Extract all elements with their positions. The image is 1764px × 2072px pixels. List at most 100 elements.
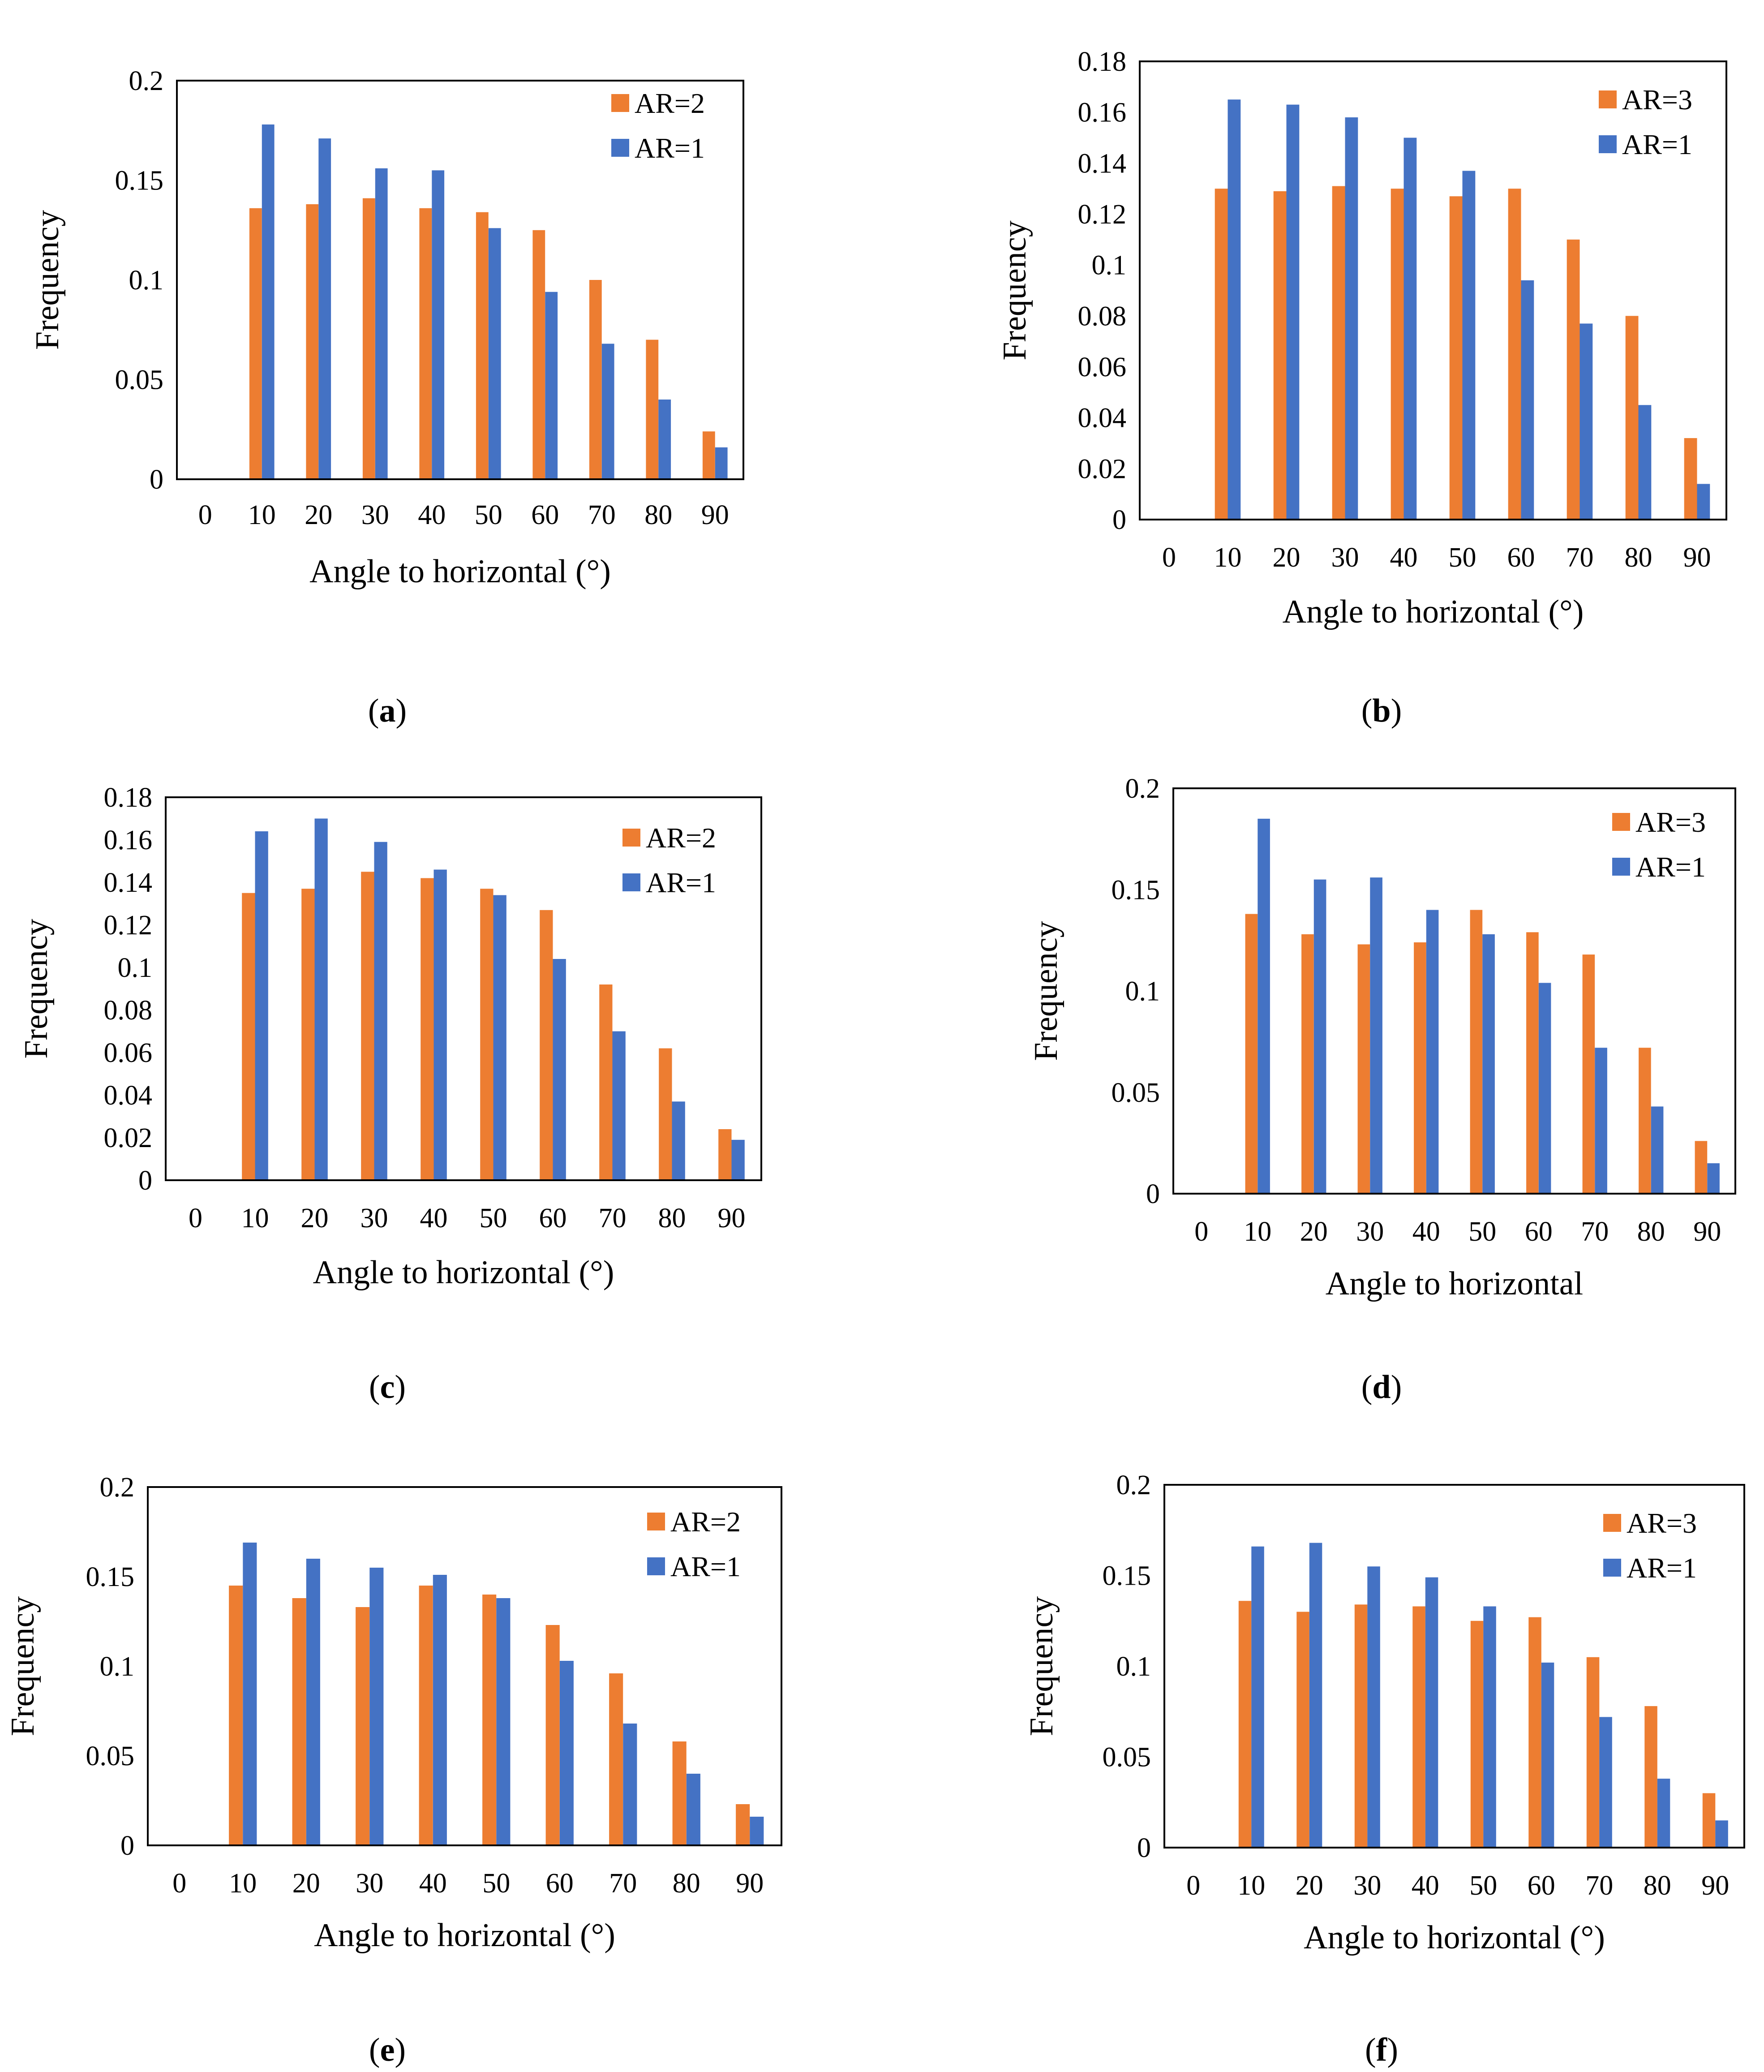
bar-c-series2-30 — [374, 842, 387, 1180]
bar-e-series1-50 — [482, 1595, 497, 1845]
legend-swatch-f-1 — [1603, 1514, 1621, 1532]
caption-d: (d) — [1361, 1369, 1402, 1406]
chart-b-svg: 0 0.02 0.04 0.06 0.08 0.1 0.12 0.14 0.16 0.18 0 10 2… — [996, 47, 1727, 630]
plot-frame-c — [165, 796, 762, 1181]
xtick-label-f-0: 0 — [1186, 1870, 1200, 1901]
xtick-label-f-90: 90 — [1701, 1870, 1729, 1901]
bar-d-series2-10 — [1258, 818, 1270, 1194]
legend-label-e-1: AR=2 — [670, 1506, 741, 1538]
xtick-label-c-70: 70 — [599, 1203, 627, 1234]
chart-panel-d: 0 0.05 0.1 0.15 0.2 0 10 20 30 40 50 60 70 80 90 Angle … — [882, 691, 1764, 1381]
legend-swatch-e-2 — [647, 1557, 665, 1575]
ytick-label-a-2: 0.1 — [129, 265, 164, 296]
bar-c-series1-40 — [421, 878, 434, 1180]
xtick-label-b-10: 10 — [1214, 542, 1242, 573]
y-axis-title-a: Frequency — [29, 210, 66, 350]
chart-panel-c: 0 0.02 0.04 0.06 0.08 0.1 0.12 0.14 0.16 0.18 0 10 2… — [0, 691, 882, 1381]
ytick-label-b-8: 0.16 — [1078, 98, 1127, 128]
bar-a-series2-20 — [318, 138, 331, 480]
bar-f-series1-30 — [1354, 1604, 1368, 1848]
legend-swatch-d-2 — [1612, 858, 1630, 876]
bar-d-series2-70 — [1595, 1048, 1607, 1194]
bar-e-series2-80 — [686, 1774, 700, 1845]
xtick-label-c-0: 0 — [189, 1203, 202, 1234]
bar-d-series1-50 — [1470, 910, 1483, 1194]
ytick-label-b-4: 0.08 — [1078, 301, 1127, 331]
bar-d-series2-40 — [1426, 910, 1439, 1194]
bar-f-series1-80 — [1644, 1706, 1657, 1848]
bar-b-series2-50 — [1462, 171, 1476, 520]
bar-a-series2-70 — [601, 344, 614, 479]
xtick-label-e-70: 70 — [609, 1868, 637, 1899]
ytick-label-c-3: 0.06 — [104, 1038, 153, 1068]
xtick-label-a-20: 20 — [305, 500, 332, 530]
xtick-label-c-40: 40 — [420, 1203, 448, 1234]
ytick-label-f-1: 0.05 — [1103, 1742, 1151, 1773]
bar-d-series2-90 — [1707, 1163, 1720, 1194]
y-axis-title-e: Frequency — [4, 1596, 41, 1736]
bar-f-series2-70 — [1599, 1717, 1612, 1848]
chart-c-svg: 0 0.02 0.04 0.06 0.08 0.1 0.12 0.14 0.16 0.18 0 10 2… — [18, 782, 762, 1291]
bar-c-series2-70 — [612, 1031, 626, 1180]
legend-label-d-2: AR=1 — [1635, 851, 1706, 883]
ytick-label-c-6: 0.12 — [104, 910, 153, 941]
bar-f-series2-80 — [1657, 1779, 1670, 1848]
bar-e-series1-30 — [356, 1607, 370, 1845]
ytick-label-e-1: 0.05 — [86, 1741, 135, 1771]
xtick-label-e-80: 80 — [673, 1868, 700, 1899]
bar-d-series2-50 — [1482, 934, 1495, 1194]
xtick-label-d-80: 80 — [1637, 1217, 1665, 1247]
bar-d-series2-60 — [1538, 983, 1551, 1194]
bar-b-series2-70 — [1579, 323, 1593, 520]
bar-c-series1-30 — [361, 872, 374, 1181]
bar-a-series1-80 — [646, 340, 659, 479]
bar-d-series1-90 — [1695, 1141, 1708, 1194]
bar-c-series2-50 — [493, 895, 506, 1180]
bar-d-series1-80 — [1639, 1048, 1651, 1194]
bar-b-series2-90 — [1697, 484, 1710, 520]
legend-label-a-2: AR=1 — [635, 132, 705, 164]
bar-d-series2-80 — [1651, 1106, 1664, 1194]
ytick-label-c-9: 0.18 — [104, 782, 153, 813]
y-axis-title-b: Frequency — [996, 220, 1033, 360]
ytick-label-c-5: 0.1 — [118, 953, 153, 983]
bar-d-series1-10 — [1245, 914, 1258, 1194]
xtick-label-d-60: 60 — [1525, 1217, 1553, 1247]
xtick-label-c-10: 10 — [241, 1203, 269, 1234]
chart-panel-e: 0 0.05 0.1 0.15 0.2 0 10 20 30 40 50 60 70 80 90 Angle … — [0, 1381, 882, 2072]
chart-panel-b: 0 0.02 0.04 0.06 0.08 0.1 0.12 0.14 0.16 0.18 0 10 2… — [882, 0, 1764, 691]
bar-a-series2-90 — [715, 447, 728, 479]
legend-label-c-1: AR=2 — [646, 822, 716, 854]
bar-a-series1-50 — [476, 212, 489, 479]
xtick-label-b-80: 80 — [1625, 542, 1652, 573]
ytick-label-e-3: 0.15 — [86, 1562, 135, 1592]
x-axis-title-b: Angle to horizontal (°) — [1283, 593, 1584, 630]
legend-swatch-c-2 — [622, 873, 640, 891]
bar-f-series1-70 — [1586, 1657, 1600, 1848]
xtick-label-a-70: 70 — [588, 500, 616, 530]
bar-f-series1-60 — [1528, 1617, 1541, 1848]
xtick-label-e-10: 10 — [229, 1868, 257, 1899]
xtick-label-d-0: 0 — [1194, 1217, 1208, 1247]
ytick-label-b-5: 0.1 — [1092, 250, 1127, 281]
ytick-label-a-0: 0 — [150, 464, 163, 495]
xtick-label-c-50: 50 — [480, 1203, 507, 1234]
bar-a-series2-50 — [488, 228, 501, 479]
legend-swatch-a-2 — [611, 139, 629, 157]
bar-a-series2-40 — [432, 170, 445, 479]
bar-f-series1-50 — [1470, 1621, 1484, 1848]
bar-e-series2-20 — [306, 1559, 320, 1845]
legend-label-f-1: AR=3 — [1627, 1507, 1697, 1539]
bar-d-series1-30 — [1357, 944, 1370, 1194]
bar-a-series1-20 — [306, 204, 319, 479]
ytick-label-f-0: 0 — [1137, 1833, 1151, 1863]
bar-a-series2-10 — [262, 124, 275, 479]
x-axis-title-f: Angle to horizontal (°) — [1304, 1919, 1605, 1956]
x-axis-title-c: Angle to horizontal (°) — [313, 1254, 614, 1291]
legend-label-a-1: AR=2 — [635, 87, 705, 119]
y-axis-title-d: Frequency — [1028, 921, 1064, 1061]
xtick-label-e-0: 0 — [172, 1868, 186, 1899]
bar-c-series1-90 — [718, 1129, 732, 1180]
ytick-label-c-8: 0.16 — [104, 825, 153, 855]
bar-c-series2-90 — [731, 1139, 745, 1181]
